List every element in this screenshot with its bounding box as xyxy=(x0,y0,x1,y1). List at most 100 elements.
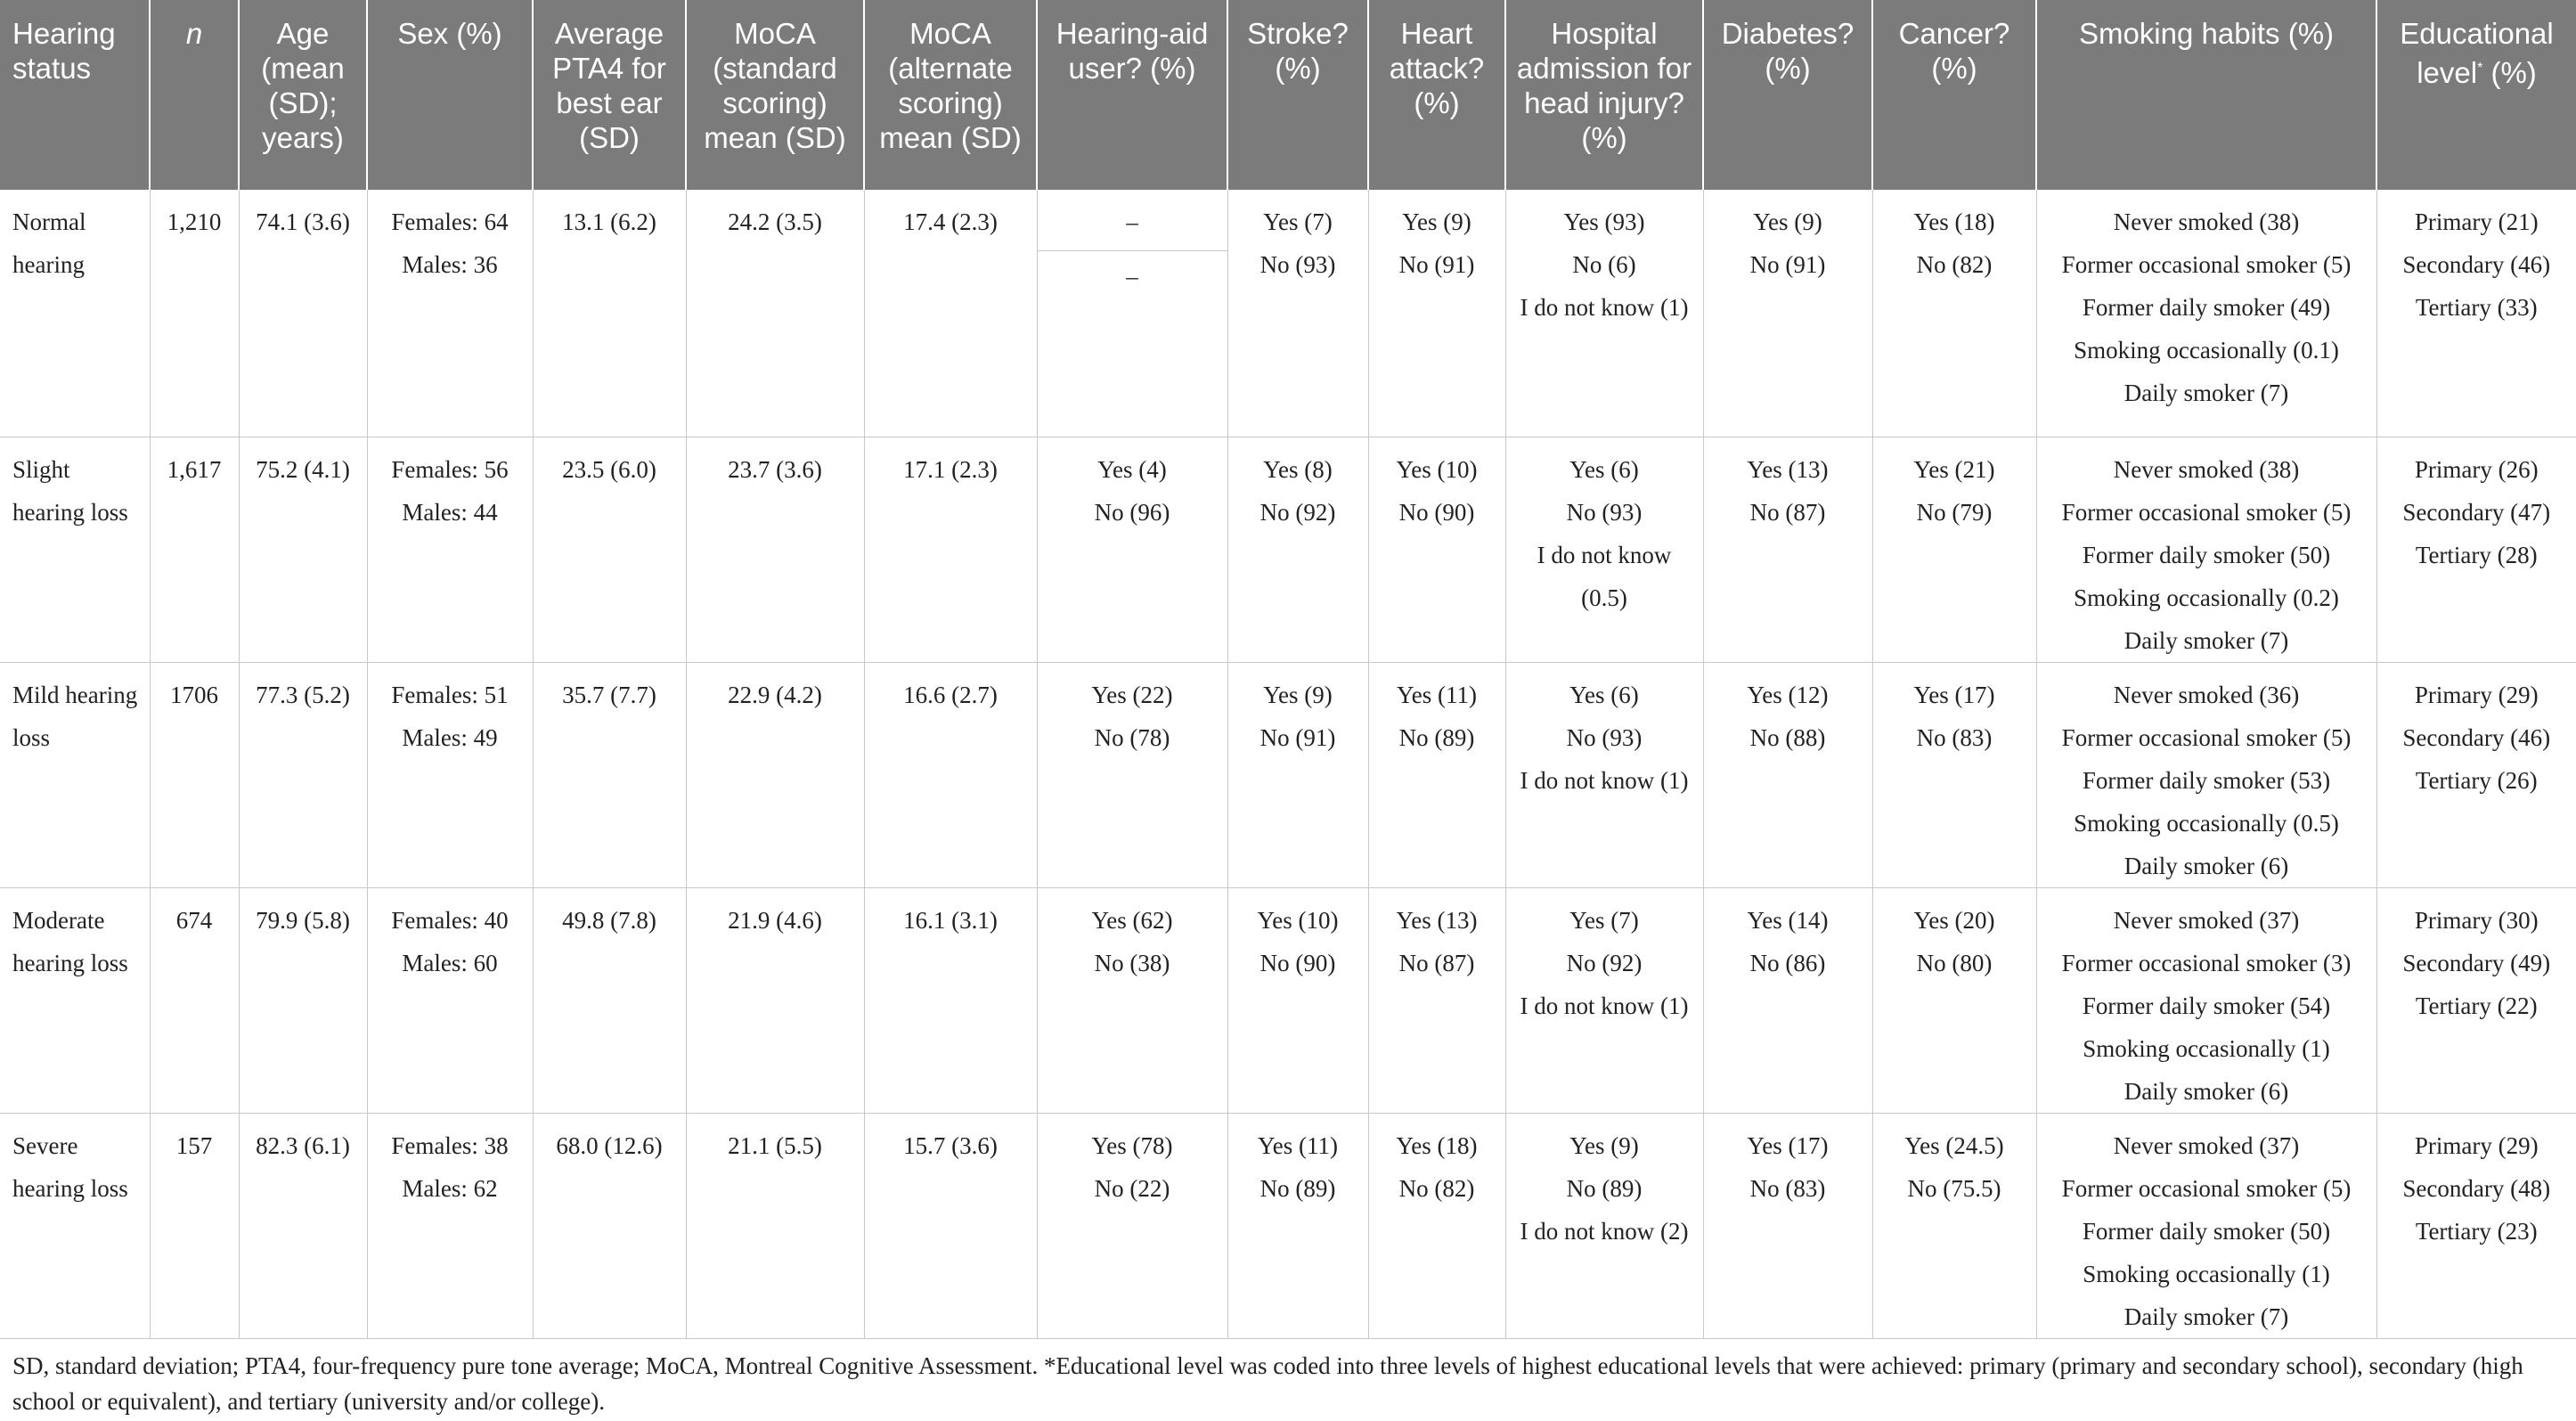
header-education-unit: (%) xyxy=(2482,56,2537,89)
smoking-former-daily: Former daily smoker (54) xyxy=(2082,992,2331,1019)
smoking-daily: Daily smoker (7) xyxy=(2124,1303,2289,1330)
cell-heart-attack: Yes (13) No (87) xyxy=(1367,887,1505,1114)
smoking-never: Never smoked (37) xyxy=(2113,1131,2300,1159)
cell-hearing-status: Slight hearing loss xyxy=(0,437,150,663)
header-smoking: Smoking habits (%) xyxy=(2035,0,2376,190)
education-primary: Primary (29) xyxy=(2414,1131,2539,1159)
table-container: Hearing status n Age (mean (SD); years) … xyxy=(0,0,2576,1339)
cell-sex: Females: 64 Males: 36 xyxy=(366,190,533,437)
cancer-yes: Yes (24.5) xyxy=(1904,1131,2004,1159)
cell-smoking: Never smoked (37) Former occasional smok… xyxy=(2035,1113,2376,1339)
hearing-aid-yes: Yes (22) xyxy=(1091,681,1173,708)
hearing-aid-yes: – xyxy=(1037,200,1227,251)
smoking-former-occasional: Former occasional smoker (5) xyxy=(2061,251,2352,278)
cell-education: Primary (30) Secondary (49) Tertiary (22… xyxy=(2376,887,2576,1114)
cell-cancer: Yes (21) No (79) xyxy=(1871,437,2036,663)
cell-diabetes: Yes (12) No (88) xyxy=(1702,662,1872,888)
smoking-never: Never smoked (38) xyxy=(2113,208,2300,235)
education-secondary: Secondary (46) xyxy=(2402,723,2551,751)
cell-n: 674 xyxy=(149,887,239,1114)
header-heart-attack: Heart attack? (%) xyxy=(1367,0,1505,190)
head-injury-no: No (6) xyxy=(1572,251,1636,278)
sex-females: Females: 64 xyxy=(391,208,509,235)
stroke-no: No (89) xyxy=(1259,1174,1336,1202)
head-injury-unknown: I do not know (2) xyxy=(1520,1217,1689,1245)
cell-smoking: Never smoked (38) Former occasional smok… xyxy=(2035,437,2376,663)
cell-hearing-status: Moderate hearing loss xyxy=(0,887,150,1114)
diabetes-yes: Yes (12) xyxy=(1747,681,1829,708)
cell-cancer: Yes (24.5) No (75.5) xyxy=(1871,1113,2036,1339)
smoking-former-occasional: Former occasional smoker (5) xyxy=(2061,1174,2352,1202)
cell-diabetes: Yes (13) No (87) xyxy=(1702,437,1872,663)
head-injury-no: No (89) xyxy=(1566,1174,1643,1202)
smoking-occasional: Smoking occasionally (0.1) xyxy=(2074,337,2339,363)
diabetes-yes: Yes (14) xyxy=(1747,906,1829,934)
header-hearing-aid: Hearing-aid user? (%) xyxy=(1036,0,1227,190)
hearing-aid-no: No (96) xyxy=(1094,498,1170,526)
head-injury-yes: Yes (6) xyxy=(1569,681,1639,708)
sex-males: Males: 62 xyxy=(402,1174,498,1202)
education-primary: Primary (29) xyxy=(2414,681,2539,708)
table-row: Moderate hearing loss 674 79.9 (5.8) Fem… xyxy=(0,887,2576,1114)
cell-head-injury: Yes (6) No (93) I do not know (0.5) xyxy=(1504,437,1703,663)
cell-education: Primary (21) Secondary (46) Tertiary (33… xyxy=(2376,190,2576,437)
cell-cancer: Yes (18) No (82) xyxy=(1871,190,2036,437)
smoking-occasional: Smoking occasionally (0.2) xyxy=(2074,584,2339,611)
header-hearing-status: Hearing status xyxy=(0,0,150,190)
smoking-occasional: Smoking occasionally (0.5) xyxy=(2074,809,2339,837)
education-secondary: Secondary (46) xyxy=(2402,251,2551,278)
hearing-aid-no: No (38) xyxy=(1094,949,1170,976)
head-injury-yes: Yes (9) xyxy=(1569,1131,1639,1159)
cell-heart-attack: Yes (18) No (82) xyxy=(1367,1113,1505,1339)
cell-smoking: Never smoked (36) Former occasional smok… xyxy=(2035,662,2376,888)
diabetes-no: No (86) xyxy=(1749,949,1826,976)
diabetes-yes: Yes (13) xyxy=(1747,455,1829,483)
cell-head-injury: Yes (7) No (92) I do not know (1) xyxy=(1504,887,1703,1114)
education-tertiary: Tertiary (28) xyxy=(2415,541,2538,568)
heart-yes: Yes (13) xyxy=(1396,906,1478,934)
heart-no: No (87) xyxy=(1398,949,1475,976)
cell-heart-attack: Yes (10) No (90) xyxy=(1367,437,1505,663)
header-education: Educational level* (%) xyxy=(2376,0,2576,190)
education-secondary: Secondary (49) xyxy=(2402,949,2551,976)
head-injury-no: No (93) xyxy=(1566,498,1643,526)
cancer-yes: Yes (20) xyxy=(1913,906,1995,934)
diabetes-no: No (91) xyxy=(1749,251,1826,278)
stroke-yes: Yes (8) xyxy=(1263,455,1333,483)
cell-diabetes: Yes (17) No (83) xyxy=(1702,1113,1872,1339)
head-injury-unknown: I do not know (0.5) xyxy=(1537,541,1672,611)
cell-pta4: 35.7 (7.7) xyxy=(532,662,686,888)
cell-heart-attack: Yes (11) No (89) xyxy=(1367,662,1505,888)
cancer-yes: Yes (21) xyxy=(1913,455,1995,483)
cell-education: Primary (29) Secondary (46) Tertiary (26… xyxy=(2376,662,2576,888)
cell-hearing-aid: Yes (22) No (78) xyxy=(1036,662,1227,888)
header-moca-alternate: MoCA (alternate scoring) mean (SD) xyxy=(863,0,1037,190)
cell-heart-attack: Yes (9) No (91) xyxy=(1367,190,1505,437)
sex-females: Females: 51 xyxy=(391,681,509,708)
header-diabetes: Diabetes? (%) xyxy=(1702,0,1872,190)
cell-age: 75.2 (4.1) xyxy=(238,437,367,663)
heart-no: No (89) xyxy=(1398,723,1475,751)
stroke-no: No (92) xyxy=(1259,498,1336,526)
cell-pta4: 49.8 (7.8) xyxy=(532,887,686,1114)
hearing-aid-no: No (78) xyxy=(1094,723,1170,751)
stroke-no: No (91) xyxy=(1259,723,1336,751)
cell-moca-standard: 22.9 (4.2) xyxy=(685,662,864,888)
education-tertiary: Tertiary (22) xyxy=(2415,992,2538,1019)
cell-stroke: Yes (8) No (92) xyxy=(1227,437,1368,663)
cell-head-injury: Yes (9) No (89) I do not know (2) xyxy=(1504,1113,1703,1339)
cell-sex: Females: 40 Males: 60 xyxy=(366,887,533,1114)
heart-yes: Yes (11) xyxy=(1396,681,1478,708)
hearing-aid-no: No (22) xyxy=(1094,1174,1170,1202)
stroke-yes: Yes (11) xyxy=(1257,1131,1339,1159)
cell-education: Primary (26) Secondary (47) Tertiary (28… xyxy=(2376,437,2576,663)
head-injury-yes: Yes (7) xyxy=(1569,906,1639,934)
head-injury-yes: Yes (93) xyxy=(1563,208,1645,235)
cell-n: 1706 xyxy=(149,662,239,888)
cell-age: 79.9 (5.8) xyxy=(238,887,367,1114)
stroke-yes: Yes (7) xyxy=(1263,208,1333,235)
smoking-daily: Daily smoker (7) xyxy=(2124,380,2289,406)
diabetes-yes: Yes (17) xyxy=(1747,1131,1829,1159)
diabetes-no: No (87) xyxy=(1749,498,1826,526)
smoking-former-occasional: Former occasional smoker (5) xyxy=(2061,498,2352,526)
